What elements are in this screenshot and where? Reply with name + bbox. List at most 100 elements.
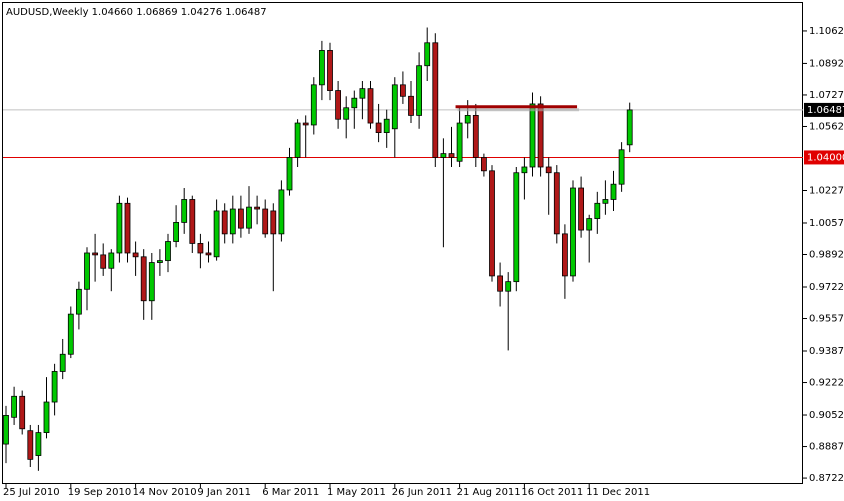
candle-body — [51, 371, 58, 403]
candle-body — [383, 118, 390, 133]
candle-body — [132, 252, 139, 258]
x-tick-label: 25 Jul 2010 — [3, 487, 60, 498]
candle-body — [618, 149, 625, 185]
candle-body — [3, 415, 9, 445]
candle-body — [310, 84, 317, 126]
candle-body — [278, 189, 285, 235]
candle-body — [197, 243, 204, 254]
candle-body — [286, 157, 293, 191]
candle-body — [302, 122, 309, 126]
candle-body — [391, 84, 398, 130]
candle-body — [586, 218, 593, 231]
candle-body — [594, 202, 601, 219]
candle-body — [448, 153, 455, 158]
x-tick-label: 26 Jun 2011 — [392, 487, 452, 498]
candle-body — [35, 432, 42, 456]
x-tick-label: 6 Mar 2011 — [262, 487, 319, 498]
chart-title: AUDUSD,Weekly 1.04660 1.06869 1.04276 1.… — [6, 7, 267, 18]
candle-body — [562, 233, 568, 277]
candle-body — [173, 222, 180, 242]
candle-body — [489, 170, 495, 277]
current-price-label: 1.06487 — [807, 105, 844, 116]
candle-body — [399, 84, 406, 97]
candle-body — [529, 103, 536, 168]
candle-body — [578, 187, 584, 231]
candle-body — [375, 122, 382, 133]
candle-body — [537, 103, 544, 168]
candle-body — [246, 206, 252, 229]
candle-body — [553, 172, 560, 235]
candle-body — [351, 97, 358, 109]
candle-body — [416, 65, 423, 116]
candle-body — [165, 241, 171, 262]
candle-body — [237, 208, 244, 229]
candle-body — [408, 95, 414, 116]
x-tick-label: 11 Dec 2011 — [586, 487, 650, 498]
candle-body — [19, 395, 26, 430]
candle-body — [521, 166, 528, 174]
candle-body — [327, 50, 333, 91]
candle-body — [205, 252, 212, 256]
candle-body — [59, 353, 66, 372]
candle-body — [602, 199, 609, 204]
candle-body — [108, 252, 115, 269]
candle-body — [189, 199, 196, 244]
candle-body — [148, 262, 155, 302]
candle-body — [294, 122, 301, 158]
candle-body — [472, 115, 479, 158]
candle-body — [140, 256, 147, 302]
candle-body — [213, 210, 220, 258]
candle-body — [335, 90, 342, 120]
candle-body — [92, 252, 98, 256]
candle-body — [480, 157, 487, 172]
x-tick-label: 1 May 2011 — [327, 487, 386, 498]
candle-body — [432, 42, 439, 158]
candle-body — [11, 395, 18, 418]
candle-body — [181, 199, 188, 223]
x-tick-label: 14 Nov 2010 — [133, 487, 197, 498]
candle-body — [84, 252, 90, 290]
candle-body — [156, 260, 163, 263]
y-tick-label: 1.05620 — [809, 121, 844, 132]
y-tick-label: 0.87220 — [809, 473, 844, 484]
candle-body — [43, 401, 50, 433]
candle-body — [440, 153, 447, 158]
candle-body — [254, 206, 261, 210]
candle-body — [497, 275, 504, 292]
candle-body — [270, 210, 277, 235]
candle-body — [229, 208, 236, 235]
candle-body — [27, 430, 34, 460]
plot-frame — [2, 2, 803, 484]
candle-body — [464, 115, 471, 124]
x-tick-label: 21 Aug 2011 — [457, 487, 521, 498]
candle-body — [424, 42, 431, 67]
candle-body — [367, 88, 374, 124]
hline-price-label: 1.04000 — [807, 152, 844, 163]
candle-body — [610, 183, 617, 200]
candle-body — [221, 210, 228, 235]
y-tick-label: 1.10620 — [809, 26, 844, 37]
candle-body — [262, 208, 269, 235]
candle-body — [124, 202, 131, 254]
candle-body — [343, 107, 350, 120]
candle-body — [100, 254, 107, 269]
candle-body — [545, 166, 552, 174]
candle-body — [505, 281, 512, 292]
candle-body — [513, 172, 520, 283]
candle-body — [116, 202, 123, 254]
candle-body — [67, 313, 74, 355]
candle-body — [626, 109, 633, 146]
x-tick-label: 19 Sep 2010 — [68, 487, 131, 498]
candle-body — [318, 50, 325, 86]
candle-body — [570, 187, 576, 277]
current-price-box — [804, 102, 844, 117]
